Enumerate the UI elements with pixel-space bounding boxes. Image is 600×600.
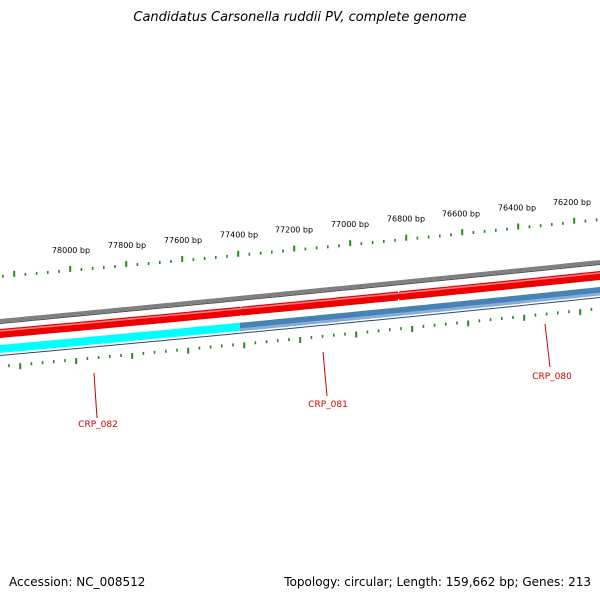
gene-labels: CRP_082 CRP_081 CRP_080 (78, 323, 572, 430)
map-title: Candidatus Carsonella ruddii PV, complet… (133, 10, 467, 25)
outer-scale-ticks (2, 217, 598, 278)
reverse-gene-light-band (239, 292, 600, 332)
scale-label: 76600 bp (442, 209, 480, 218)
scale-label: 77400 bp (220, 231, 258, 240)
backbone-track (0, 260, 600, 323)
gene-label[interactable]: CRP_081 (308, 400, 348, 410)
topology-text: Topology: circular; Length: 159,662 bp; … (284, 575, 591, 589)
reverse-gene-cyan[interactable] (0, 322, 240, 353)
gene-leader-line (544, 323, 551, 368)
gene-label[interactable]: CRP_080 (532, 372, 572, 382)
accession-text: Accession: NC_008512 (9, 575, 146, 589)
gene-label[interactable]: CRP_082 (78, 420, 118, 430)
scale-label: 76200 bp (553, 198, 591, 207)
scale-label: 77000 bp (331, 220, 369, 229)
scale-label: 77800 bp (108, 241, 146, 250)
reverse-gene-edge (0, 297, 600, 356)
backbone-track-shadow (0, 264, 600, 324)
scale-label: 76800 bp (387, 215, 425, 224)
inner-scale-ticks (8, 307, 593, 370)
gene-leader-line (93, 372, 98, 419)
scale-label: 76400 bp (498, 204, 536, 213)
gene-leader-line (322, 351, 328, 397)
forward-gene-highlight (0, 272, 600, 332)
scale-label: 78000 bp (52, 246, 90, 255)
scale-label: 77200 bp (275, 226, 313, 235)
scale-label: 77600 bp (164, 236, 202, 245)
scale-labels: 78000 bp 77800 bp 77600 bp 77400 bp 77200 bp… (52, 198, 591, 255)
